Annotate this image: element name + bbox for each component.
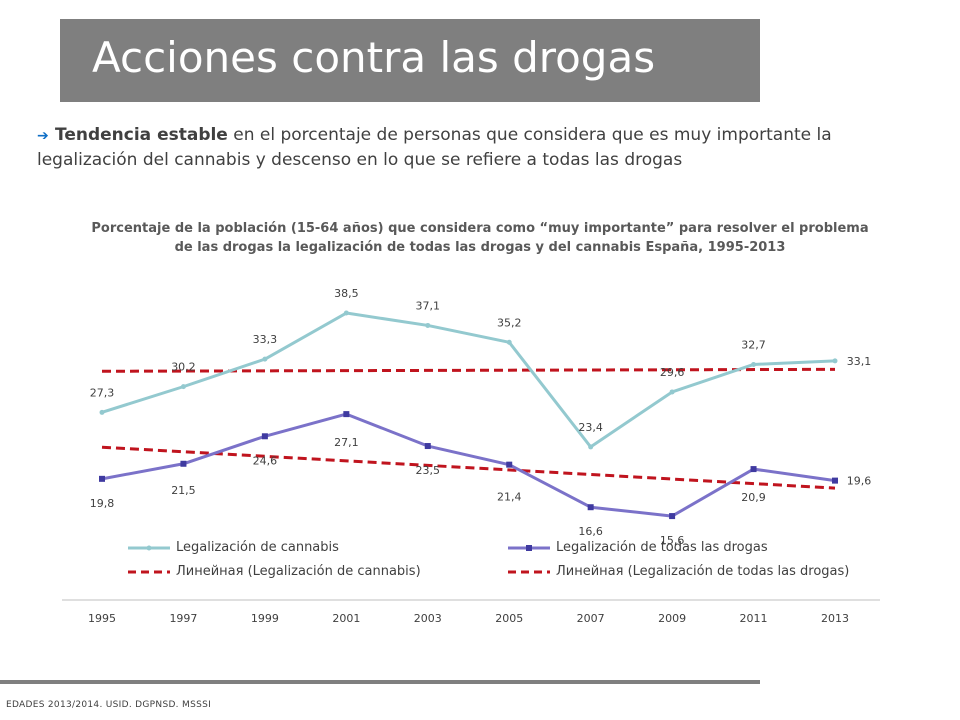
data-point	[669, 389, 675, 395]
x-tick-label: 2001	[332, 612, 360, 625]
data-label: 32,7	[741, 338, 766, 351]
x-tick-label: 2011	[740, 612, 768, 625]
chart-title: Porcentaje de la población (15-64 años) …	[91, 221, 869, 255]
legend-item-trend-cannabis: Линейная (Legalización de cannabis)	[128, 564, 421, 579]
data-label: 19,8	[90, 497, 115, 510]
data-label: 16,6	[578, 525, 603, 538]
legend-swatch-trend-cannabis	[128, 566, 170, 578]
data-point	[262, 356, 268, 362]
data-label: 21,4	[497, 491, 522, 504]
legend-swatch-todas	[508, 542, 550, 554]
legend-label-trend-todas: Линейная (Legalización de todas las drog…	[556, 564, 850, 579]
trendline-0	[101, 367, 836, 373]
data-point	[506, 461, 513, 468]
data-point	[424, 443, 431, 450]
legend-item-trend-todas: Линейная (Legalización de todas las drog…	[508, 564, 849, 579]
data-point	[180, 460, 187, 467]
data-point	[587, 504, 594, 511]
data-point	[751, 361, 757, 367]
data-label: 23,4	[578, 421, 603, 434]
legend-item-todas: Legalización de todas las drogas	[508, 540, 768, 555]
data-point	[180, 384, 186, 390]
series-line-1	[101, 412, 836, 518]
x-tick-label: 2009	[658, 612, 686, 625]
data-label: 21,5	[171, 484, 196, 497]
data-point	[750, 466, 757, 473]
bullet-rest: en el porcentaje de personas que conside…	[37, 125, 832, 170]
data-label: 27,3	[90, 386, 115, 399]
x-tick-label: 1995	[88, 612, 116, 625]
data-label: 37,1	[416, 299, 441, 312]
data-point	[343, 411, 350, 418]
data-label: 23,5	[416, 464, 441, 477]
x-tick-label: 1999	[251, 612, 279, 625]
source-note: EDADES 2013/2014. USID. DGPNSD. MSSSI	[6, 700, 212, 710]
data-point	[832, 358, 838, 364]
data-point	[425, 322, 431, 328]
legend-item-cannabis: Legalización de cannabis	[128, 540, 339, 555]
title-bar: Acciones contra las drogas	[60, 19, 760, 102]
data-label: 24,6	[253, 454, 278, 467]
data-point	[506, 339, 512, 345]
footer-divider	[0, 680, 760, 684]
data-label: 27,1	[334, 436, 359, 449]
data-label: 33,1	[847, 355, 872, 368]
legend-swatch-trend-todas	[508, 566, 550, 578]
data-label: 29,6	[660, 366, 685, 379]
data-point	[669, 513, 676, 520]
trendline-1	[101, 445, 836, 490]
x-tick-label: 2013	[821, 612, 849, 625]
x-tick-label: 1997	[169, 612, 197, 625]
legend-label-todas: Legalización de todas las drogas	[556, 540, 768, 555]
bullet-text: ➔ Tendencia estable en el porcentaje de p…	[37, 123, 887, 172]
page-title: Acciones contra las drogas	[92, 33, 656, 82]
data-point	[832, 477, 838, 484]
x-tick-label: 2003	[414, 612, 442, 625]
data-point	[588, 444, 594, 450]
x-tick-label: 2005	[495, 612, 523, 625]
x-tick-label: 2007	[577, 612, 605, 625]
series-line-0	[101, 311, 836, 449]
data-label: 30,2	[171, 361, 196, 374]
legend-swatch-cannabis	[128, 542, 170, 554]
data-label: 20,9	[741, 491, 766, 504]
data-label: 38,5	[334, 287, 359, 300]
bullet-bold: Tendencia estable	[55, 125, 228, 145]
data-point	[261, 433, 268, 440]
data-label: 15,6	[660, 534, 685, 547]
data-label: 33,3	[253, 333, 278, 346]
data-point	[99, 475, 105, 482]
arrow-bullet-icon: ➔	[37, 128, 49, 144]
data-label: 19,6	[847, 475, 872, 488]
legend-label-trend-cannabis: Линейная (Legalización de cannabis)	[176, 564, 421, 579]
legend-label-cannabis: Legalización de cannabis	[176, 540, 339, 555]
data-point	[99, 409, 105, 415]
data-label: 35,2	[497, 316, 522, 329]
data-point	[343, 310, 349, 316]
